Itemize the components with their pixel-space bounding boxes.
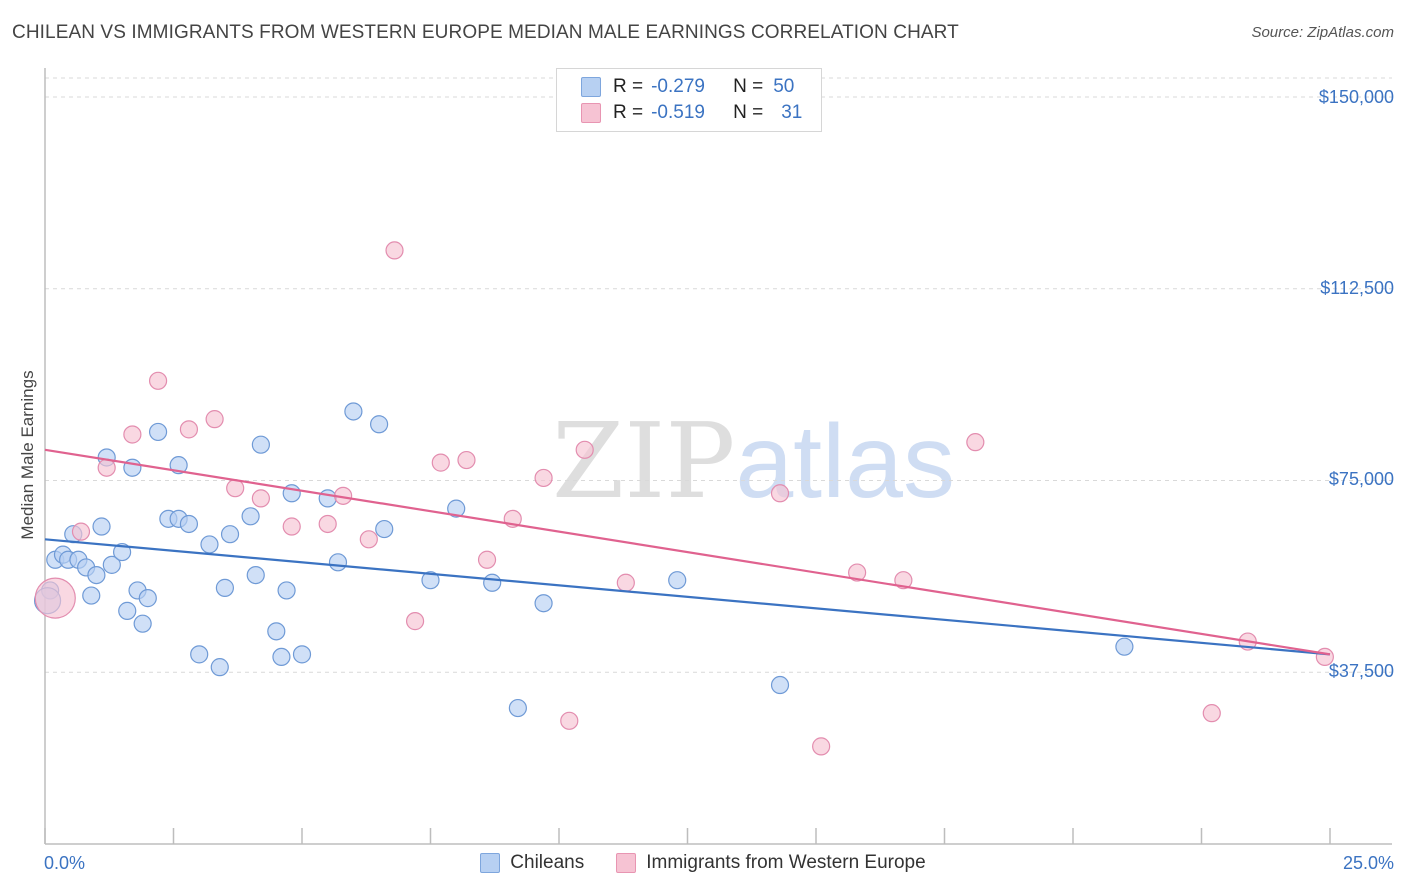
x-tick-label-max: 25.0% xyxy=(1342,853,1394,873)
data-point-immigrants xyxy=(966,433,985,452)
data-point-chileans xyxy=(246,565,265,585)
series-swatch-immigrants xyxy=(616,853,637,873)
data-point-immigrants xyxy=(205,410,224,429)
data-point-chileans xyxy=(375,519,394,539)
data-point-chileans xyxy=(483,573,502,592)
data-point-chileans xyxy=(770,675,790,695)
data-point-chileans xyxy=(668,571,687,590)
data-point-chileans xyxy=(215,578,234,597)
watermark: ZIPatlas xyxy=(552,400,955,522)
data-point-immigrants xyxy=(1202,704,1221,723)
data-point-chileans xyxy=(190,645,209,664)
data-point-immigrants xyxy=(616,573,635,592)
data-point-chileans xyxy=(447,499,466,518)
legend-swatch-chileans xyxy=(581,77,601,97)
data-point-immigrants xyxy=(359,530,378,549)
correlation-legend: R = -0.279 N = 50 R = -0.519 N = 31 xyxy=(556,68,822,132)
data-point-immigrants xyxy=(251,489,270,508)
data-point-immigrants xyxy=(431,453,450,472)
legend-n-label: N = xyxy=(733,76,764,97)
series-legend: Chileans Immigrants from Western Europe xyxy=(0,852,1406,874)
data-point-immigrants xyxy=(848,563,867,582)
data-point-chileans xyxy=(508,698,527,718)
legend-r-label: R = xyxy=(613,102,644,123)
series-label-chileans: Chileans xyxy=(510,852,585,873)
data-point-chileans xyxy=(292,645,312,664)
data-point-chileans xyxy=(138,589,157,608)
series-legend-immigrants: Immigrants from Western Europe xyxy=(616,852,926,874)
y-tick-label-37500: $37,500 xyxy=(1328,661,1394,681)
data-point-chileans xyxy=(272,647,291,667)
data-point-chileans xyxy=(534,594,553,613)
series-legend-chileans: Chileans xyxy=(480,852,584,874)
data-point-immigrants xyxy=(282,517,301,536)
data-point-chileans xyxy=(102,555,121,574)
series-label-immigrants: Immigrants from Western Europe xyxy=(646,852,926,873)
source-label: Source: ZipAtlas.com xyxy=(1251,24,1394,41)
trend-line-chileans xyxy=(44,538,1331,656)
y-tick-label-150000: $150,000 xyxy=(1318,87,1394,107)
data-point-immigrants xyxy=(123,425,142,444)
trend-line-immigrants xyxy=(44,448,1331,656)
legend-n-value: 50 xyxy=(773,76,795,97)
data-point-immigrants xyxy=(770,484,790,503)
data-point-immigrants xyxy=(812,737,831,756)
watermark-zip: ZIP xyxy=(552,400,736,522)
data-point-immigrants xyxy=(34,577,76,619)
data-point-immigrants xyxy=(97,458,116,477)
data-point-immigrants xyxy=(457,450,476,470)
legend-r-value: -0.279 xyxy=(651,76,705,97)
data-point-chileans xyxy=(148,422,168,442)
data-point-immigrants xyxy=(148,371,168,390)
data-point-immigrants xyxy=(575,440,594,459)
data-point-chileans xyxy=(112,542,132,562)
chart-title: CHILEAN VS IMMIGRANTS FROM WESTERN EUROP… xyxy=(12,22,959,43)
data-point-chileans xyxy=(179,514,199,534)
data-point-chileans xyxy=(1115,637,1134,656)
data-point-chileans xyxy=(92,517,111,536)
data-point-immigrants xyxy=(179,420,199,439)
data-point-chileans xyxy=(210,658,229,677)
data-point-immigrants xyxy=(318,514,337,534)
legend-r-value: -0.519 xyxy=(651,102,705,123)
y-tick-label-112500: $112,500 xyxy=(1320,278,1394,298)
x-tick-label-min: 0.0% xyxy=(44,853,86,873)
legend-r-label: R = xyxy=(613,76,644,97)
data-point-chileans xyxy=(220,525,240,544)
data-point-chileans xyxy=(200,535,219,554)
legend-row-chileans: R = -0.279 N = 50 xyxy=(581,75,794,99)
data-point-immigrants xyxy=(385,241,404,260)
data-point-chileans xyxy=(318,489,337,508)
series-swatch-chileans xyxy=(480,853,501,873)
legend-swatch-immigrants xyxy=(581,103,601,123)
legend-n-label: N = xyxy=(733,102,764,123)
data-point-chileans xyxy=(87,565,106,585)
y-tick-label-75000: $75,000 xyxy=(1328,469,1394,489)
data-point-chileans xyxy=(344,402,363,421)
data-point-chileans xyxy=(277,581,296,600)
data-point-immigrants xyxy=(894,571,913,590)
data-point-chileans xyxy=(251,435,270,454)
data-point-chileans xyxy=(118,601,137,620)
data-point-chileans xyxy=(82,586,101,605)
data-point-chileans xyxy=(133,614,152,633)
legend-row-immigrants: R = -0.519 N = 31 xyxy=(581,101,802,125)
data-point-chileans xyxy=(328,553,348,572)
data-point-chileans xyxy=(267,622,286,641)
data-point-immigrants xyxy=(534,468,553,488)
data-point-immigrants xyxy=(560,711,579,730)
watermark-atlas: atlas xyxy=(735,404,956,520)
data-point-immigrants xyxy=(405,612,425,631)
data-point-immigrants xyxy=(71,522,91,541)
data-point-immigrants xyxy=(226,479,245,498)
legend-n-value: 31 xyxy=(781,102,803,123)
data-point-chileans xyxy=(370,415,389,434)
data-point-immigrants xyxy=(477,550,497,569)
y-axis-label: Median Male Earnings xyxy=(18,370,37,540)
data-point-chileans xyxy=(421,571,440,590)
data-point-chileans xyxy=(241,507,260,526)
